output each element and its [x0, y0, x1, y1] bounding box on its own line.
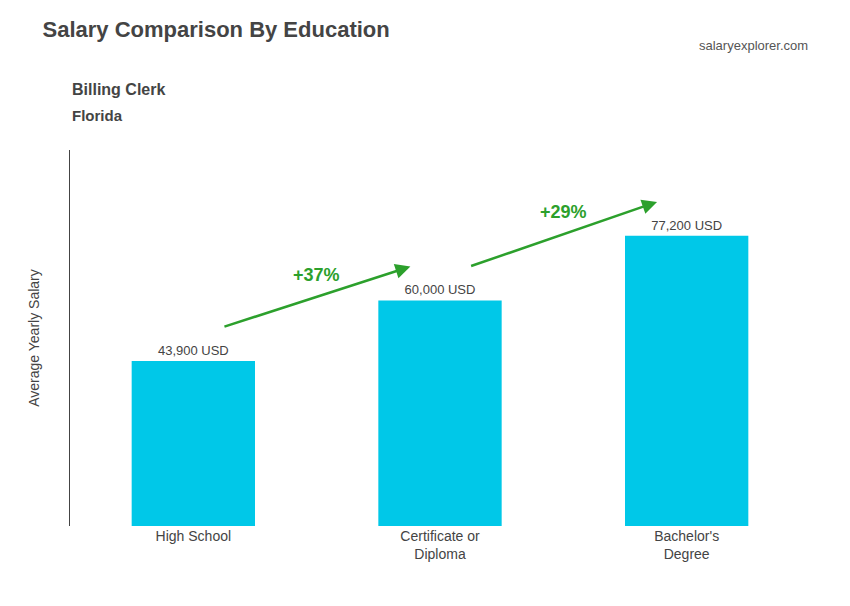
- svg-text:+29%: +29%: [540, 202, 587, 222]
- svg-text:Salary Comparison By Education: Salary Comparison By Education: [43, 17, 390, 42]
- svg-text:77,200 USD: 77,200 USD: [651, 218, 722, 233]
- svg-text:60,000 USD: 60,000 USD: [405, 282, 476, 297]
- svg-text:Average Yearly Salary: Average Yearly Salary: [26, 269, 42, 407]
- svg-text:Billing Clerk: Billing Clerk: [72, 81, 165, 98]
- svg-text:Florida: Florida: [72, 107, 123, 124]
- svg-text:Certificate orDiploma: Certificate orDiploma: [400, 528, 480, 562]
- svg-text:43,900 USD: 43,900 USD: [158, 343, 229, 358]
- svg-text:Bachelor'sDegree: Bachelor'sDegree: [654, 528, 719, 562]
- svg-text:+37%: +37%: [293, 265, 340, 285]
- svg-text:High School: High School: [156, 528, 232, 544]
- svg-text:salaryexplorer.com: salaryexplorer.com: [699, 38, 808, 53]
